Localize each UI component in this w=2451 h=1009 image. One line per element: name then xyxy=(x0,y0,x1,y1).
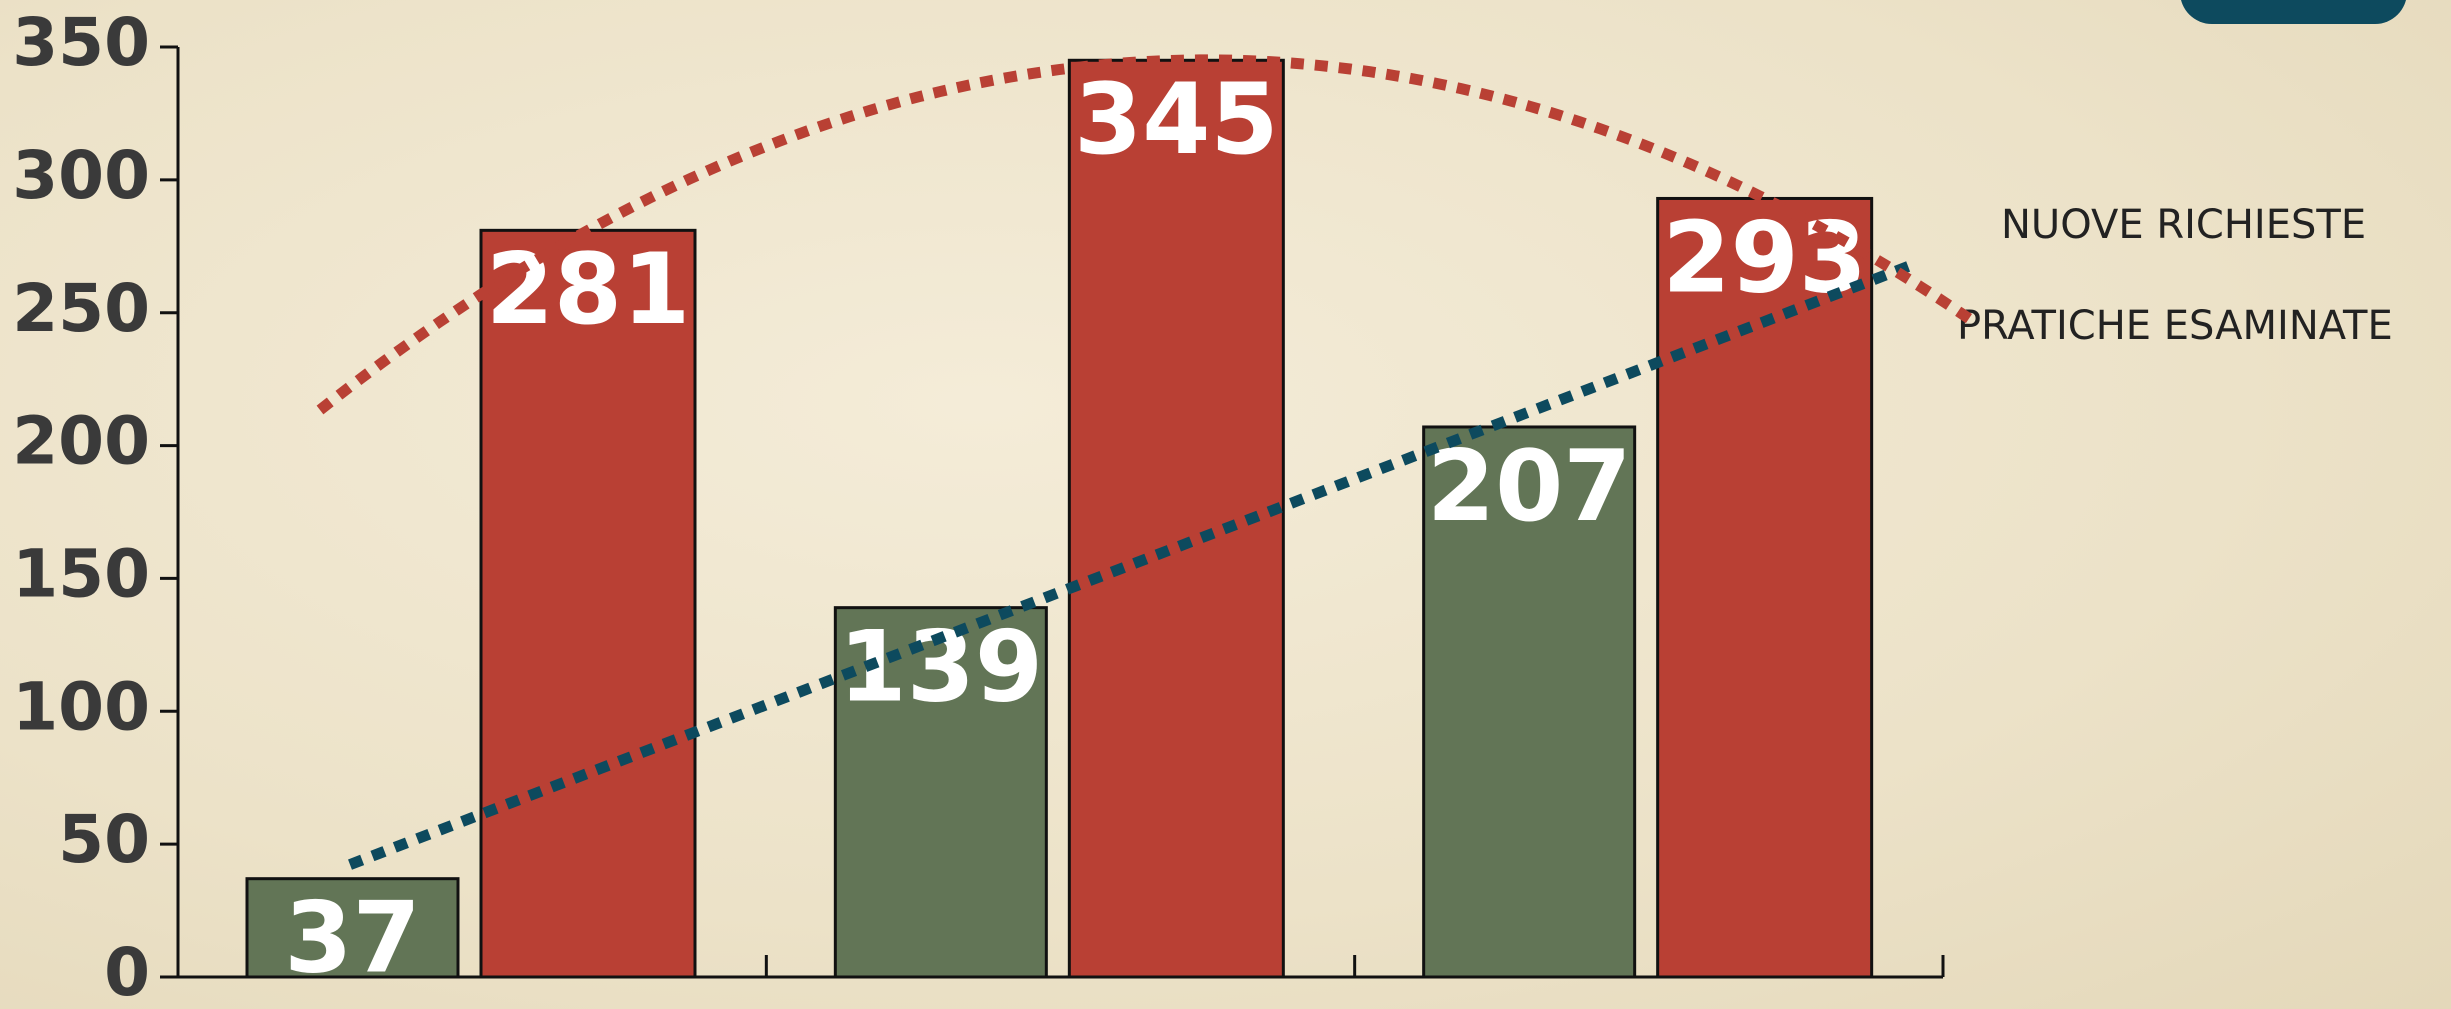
data-label: 345 xyxy=(1074,63,1279,177)
y-tick-label: 100 xyxy=(12,668,150,745)
data-label: 207 xyxy=(1427,430,1632,544)
legend-label: PRATICHE ESAMINATE xyxy=(1957,303,2393,349)
y-tick-label: 200 xyxy=(12,403,150,480)
trend-line xyxy=(316,54,1974,415)
data-label: 281 xyxy=(486,233,691,347)
bar xyxy=(1422,425,1637,979)
data-label: 37 xyxy=(284,882,420,996)
trend-line xyxy=(348,258,1917,870)
bar xyxy=(245,877,460,979)
bar xyxy=(479,228,697,979)
bar xyxy=(1656,196,1874,979)
y-tick-label: 150 xyxy=(12,535,150,612)
y-tick-label: 350 xyxy=(12,4,150,81)
y-tick-label: 300 xyxy=(12,137,150,214)
decoration xyxy=(2181,0,2406,24)
legend-label: NUOVE RICHIESTE xyxy=(2001,202,2366,248)
y-tick-label: 50 xyxy=(58,801,150,878)
y-tick-label: 0 xyxy=(104,934,150,1009)
y-tick-label: 250 xyxy=(12,270,150,347)
